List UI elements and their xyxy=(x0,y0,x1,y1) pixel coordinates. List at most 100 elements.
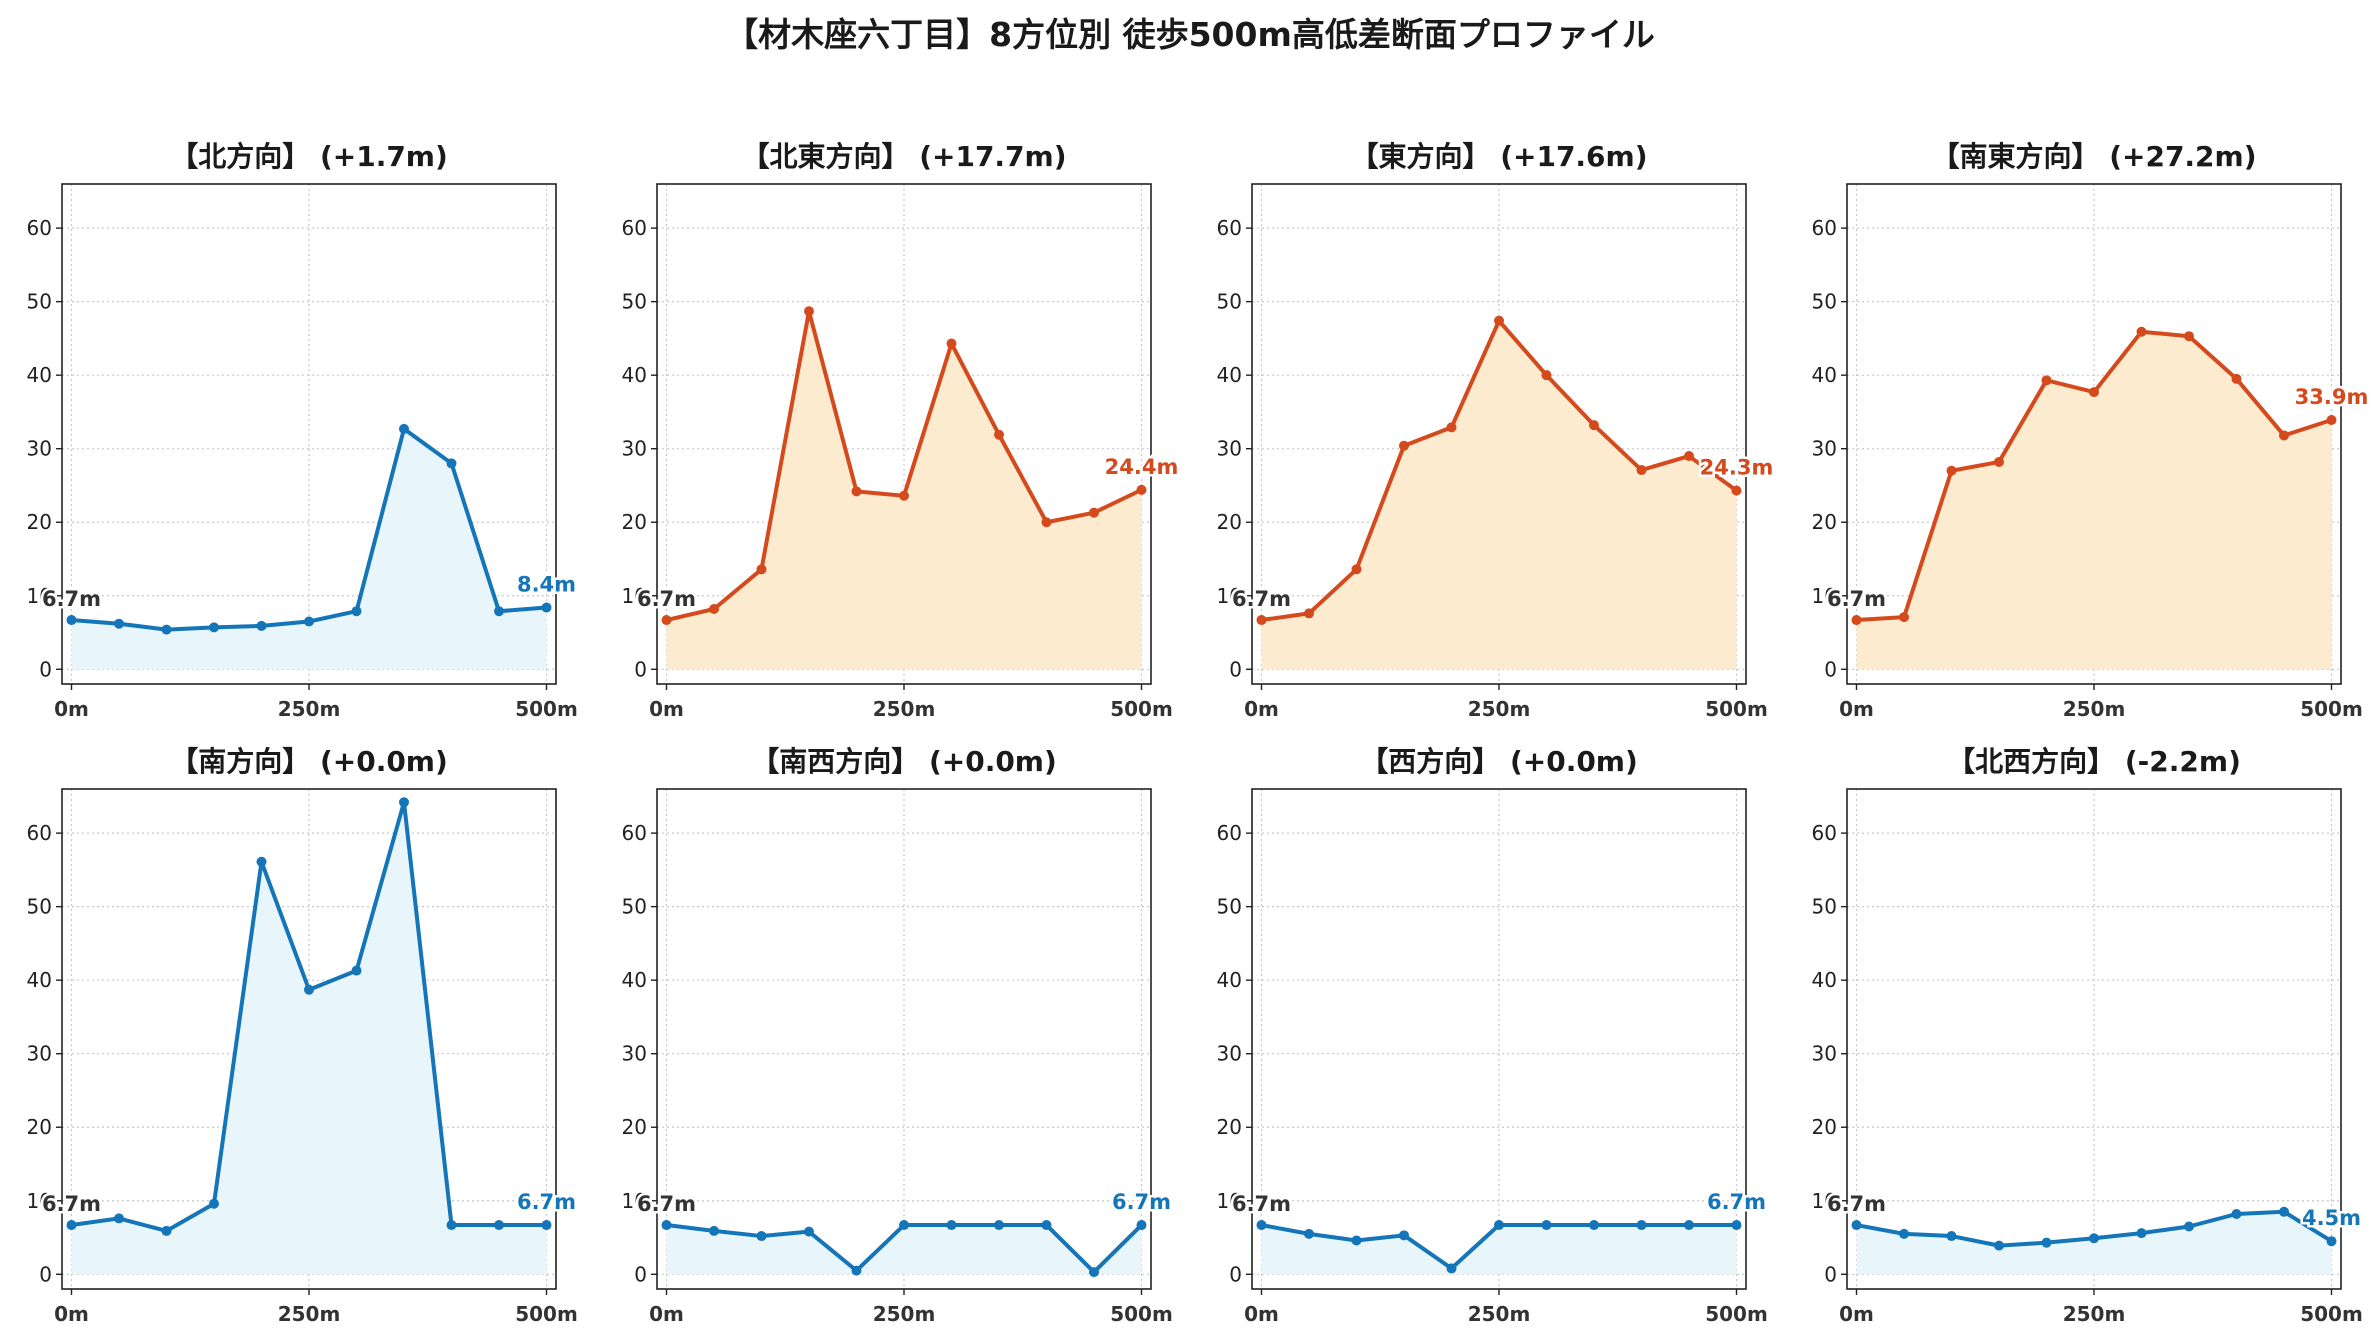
profile-point xyxy=(114,1213,124,1224)
panel-4: 【南方向】 (+0.0m) 0 10 20 30 40 50 60 0m 250m 500m 6.7m… xyxy=(27,745,579,1326)
profile-point xyxy=(2041,1237,2052,1248)
profile-point xyxy=(494,606,504,617)
y-tick-label: 20 xyxy=(1217,510,1242,534)
profile-point xyxy=(2279,1206,2289,1217)
profile-point xyxy=(994,429,1004,440)
y-tick-label: 0 xyxy=(39,657,52,681)
profile-point xyxy=(2041,375,2052,386)
profile-point xyxy=(1256,615,1267,626)
profile-point xyxy=(114,618,124,629)
y-tick-label: 20 xyxy=(27,510,52,534)
y-tick-label: 60 xyxy=(27,216,52,240)
y-tick-label: 20 xyxy=(622,1115,647,1139)
panel-3: 【南東方向】 (+27.2m) 0 10 20 30 40 50 60 0m 250m 500m 6.… xyxy=(1812,140,2371,721)
y-tick-label: 10 xyxy=(27,584,52,608)
y-tick-label: 20 xyxy=(622,510,647,534)
profile-point xyxy=(661,615,672,626)
start-elevation-label: 6.7m xyxy=(1232,587,1291,611)
y-tick-label: 10 xyxy=(1812,1189,1837,1213)
y-tick-label: 30 xyxy=(622,1042,647,1066)
panel-title: 【南方向】 (+0.0m) xyxy=(170,745,448,778)
y-tick-label: 40 xyxy=(1217,363,1242,387)
panel-title: 【南西方向】 (+0.0m) xyxy=(751,745,1057,778)
profile-point xyxy=(304,984,314,995)
profile-point xyxy=(1994,456,2004,467)
x-tick-label: 0m xyxy=(649,1302,684,1326)
profile-point xyxy=(804,1226,814,1237)
x-tick-label: 500m xyxy=(1110,1302,1173,1326)
profile-point xyxy=(1136,484,1147,495)
y-tick-label: 0 xyxy=(1824,1262,1837,1286)
y-tick-label: 50 xyxy=(27,895,52,919)
profile-point xyxy=(1541,370,1552,381)
profile-point xyxy=(1684,451,1694,462)
y-tick-label: 30 xyxy=(622,437,647,461)
x-tick-label: 250m xyxy=(2063,697,2126,721)
x-tick-label: 250m xyxy=(278,697,341,721)
profile-point xyxy=(2089,387,2099,398)
profile-point xyxy=(1589,420,1599,431)
panel-title: 【西方向】 (+0.0m) xyxy=(1360,745,1638,778)
x-tick-label: 0m xyxy=(1244,697,1279,721)
profile-point xyxy=(494,1220,504,1231)
y-tick-label: 10 xyxy=(1217,1189,1242,1213)
panel-title: 【東方向】 (+17.6m) xyxy=(1350,140,1647,173)
profile-area xyxy=(1856,331,2332,670)
panel-title: 【南東方向】 (+27.2m) xyxy=(1931,140,2256,173)
profile-area xyxy=(1261,320,1737,670)
y-tick-label: 40 xyxy=(622,363,647,387)
x-tick-label: 250m xyxy=(873,697,936,721)
x-tick-label: 250m xyxy=(873,1302,936,1326)
profile-point xyxy=(2279,430,2289,441)
profile-point xyxy=(399,797,409,808)
profile-point xyxy=(899,1220,909,1231)
profile-point xyxy=(1351,564,1362,575)
profile-point xyxy=(541,1220,552,1231)
panel-title: 【北西方向】 (-2.2m) xyxy=(1947,745,2241,778)
y-tick-label: 0 xyxy=(1229,657,1242,681)
panel-0: 【北方向】 (+1.7m) 0 10 20 30 40 50 60 0m 250m 500m 6.7m… xyxy=(27,140,579,721)
x-tick-label: 500m xyxy=(2300,1302,2363,1326)
panel-5: 【南西方向】 (+0.0m) 0 10 20 30 40 50 60 0m 250m 500m 6.7… xyxy=(622,745,1174,1326)
profile-point xyxy=(1136,1220,1147,1231)
profile-point xyxy=(1636,1220,1647,1231)
profile-point xyxy=(804,306,814,317)
y-tick-label: 10 xyxy=(1812,584,1837,608)
profile-area xyxy=(71,428,547,670)
end-elevation-label: 4.5m xyxy=(2302,1206,2361,1230)
end-elevation-label: 8.4m xyxy=(517,573,576,597)
y-tick-label: 30 xyxy=(1217,437,1242,461)
profile-point xyxy=(1446,1263,1457,1274)
y-tick-label: 10 xyxy=(27,1189,52,1213)
x-tick-label: 0m xyxy=(649,697,684,721)
y-tick-label: 10 xyxy=(622,584,647,608)
x-tick-label: 500m xyxy=(1705,697,1768,721)
profile-point xyxy=(1041,517,1052,528)
profile-point xyxy=(66,615,77,626)
profile-point xyxy=(446,458,457,469)
end-elevation-label: 24.3m xyxy=(1700,456,1774,480)
start-elevation-label: 6.7m xyxy=(42,1192,101,1216)
profile-point xyxy=(851,1265,862,1276)
y-tick-label: 30 xyxy=(27,437,52,461)
profile-point xyxy=(1899,1228,1909,1239)
profile-point xyxy=(709,1225,719,1236)
profile-point xyxy=(2136,1228,2147,1239)
profile-point xyxy=(541,602,552,613)
y-tick-label: 60 xyxy=(27,821,52,845)
profile-point xyxy=(2326,1236,2337,1247)
profile-point xyxy=(756,1231,767,1242)
x-tick-label: 250m xyxy=(2063,1302,2126,1326)
y-tick-label: 30 xyxy=(1812,1042,1837,1066)
y-tick-label: 50 xyxy=(622,290,647,314)
y-tick-label: 40 xyxy=(27,363,52,387)
x-tick-label: 500m xyxy=(1705,1302,1768,1326)
y-tick-label: 60 xyxy=(1217,821,1242,845)
profile-point xyxy=(851,486,862,497)
y-tick-label: 40 xyxy=(1217,968,1242,992)
profile-point xyxy=(1399,440,1409,451)
y-tick-label: 0 xyxy=(1229,1262,1242,1286)
y-tick-label: 40 xyxy=(27,968,52,992)
profile-point xyxy=(1256,1220,1267,1231)
y-tick-label: 50 xyxy=(1217,895,1242,919)
